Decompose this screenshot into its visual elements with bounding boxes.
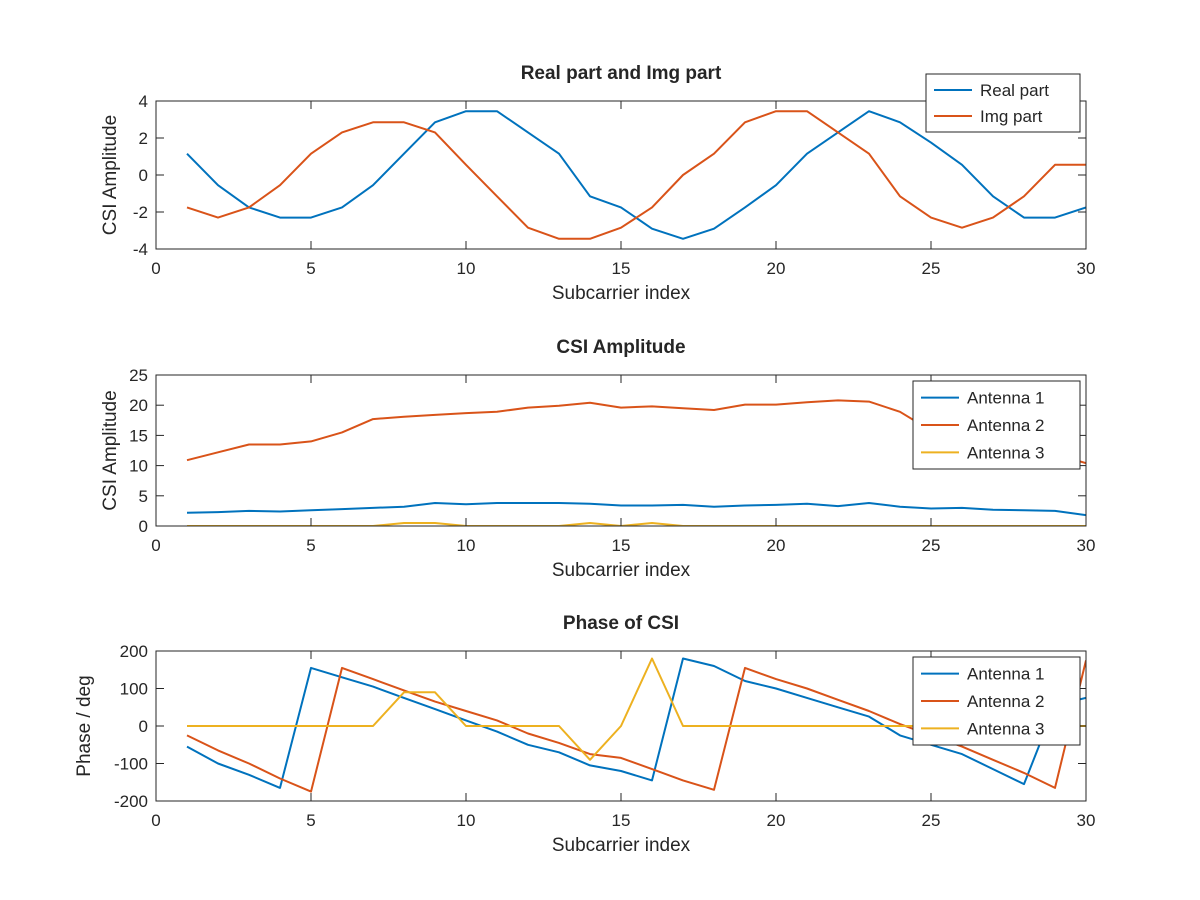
x-tick-label: 25 [922, 811, 941, 830]
x-tick-label: 20 [767, 811, 786, 830]
x-tick-label: 5 [306, 536, 315, 555]
y-tick-label: -100 [114, 755, 148, 774]
x-tick-label: 5 [306, 811, 315, 830]
x-tick-label: 25 [922, 536, 941, 555]
x-tick-label: 5 [306, 259, 315, 278]
x-tick-label: 10 [457, 536, 476, 555]
chart-title: CSI Amplitude [556, 337, 685, 358]
chart-title: Phase of CSI [563, 613, 679, 634]
series-line-3 [187, 522, 1086, 526]
x-tick-label: 15 [612, 259, 631, 278]
x-axis-label: Subcarrier index [552, 283, 691, 304]
legend: Antenna 1 Antenna 2 Antenna 3 [912, 380, 1081, 470]
x-tick-label: 10 [457, 259, 476, 278]
legend: Antenna 1 Antenna 2 Antenna 3 [912, 656, 1081, 746]
y-tick-label: -200 [114, 792, 148, 811]
legend-entry: Antenna 2 [967, 416, 1045, 435]
x-tick-label: 0 [151, 811, 160, 830]
legend-entry: Antenna 1 [967, 389, 1045, 408]
x-tick-label: 0 [151, 536, 160, 555]
chart-title: Real part and Img part [521, 63, 722, 84]
y-tick-label: 200 [120, 642, 148, 661]
x-tick-label: 15 [612, 536, 631, 555]
y-tick-label: 15 [129, 426, 148, 445]
series-line-1 [186, 502, 1086, 517]
y-tick-label: 5 [139, 487, 148, 506]
x-tick-label: 25 [922, 259, 941, 278]
legend: Real part Img part [925, 73, 1081, 133]
x-axis-label: Subcarrier index [552, 560, 691, 581]
y-tick-label: 25 [129, 366, 148, 385]
y-tick-label: -4 [133, 240, 148, 259]
x-tick-label: 10 [457, 811, 476, 830]
subplot-1: 0 5 10 15 20 25 30 -4 -2 0 2 4 Real part and Img par… [100, 63, 1095, 304]
x-tick-label: 0 [151, 259, 160, 278]
y-tick-label: 0 [139, 517, 148, 536]
legend-entry: Antenna 1 [967, 665, 1045, 684]
legend-entry: Antenna 3 [967, 719, 1045, 738]
y-tick-label: 100 [120, 680, 148, 699]
y-tick-label: 4 [139, 92, 148, 111]
legend-entry: Antenna 3 [967, 443, 1045, 462]
y-tick-label: 20 [129, 396, 148, 415]
y-tick-label: 10 [129, 457, 148, 476]
x-tick-label: 15 [612, 811, 631, 830]
series-group [186, 110, 1086, 240]
series-line-2 [186, 110, 1086, 240]
legend-entry: Antenna 2 [967, 692, 1045, 711]
x-tick-label: 30 [1077, 811, 1096, 830]
y-tick-label: 0 [139, 166, 148, 185]
y-axis-label: CSI Amplitude [100, 115, 121, 235]
subplot-2: 0 5 10 15 20 25 30 0 5 10 15 20 25 CSI Amplitude Subca… [100, 337, 1095, 581]
legend-entry: Img part [980, 107, 1043, 126]
x-tick-label: 30 [1077, 536, 1096, 555]
legend-box [925, 73, 1081, 133]
y-tick-label: 0 [139, 717, 148, 736]
subplot-3: 0 5 10 15 20 25 30 -200 -100 0 100 200 Phase of CSI S… [74, 613, 1095, 856]
series-line-1 [186, 657, 1086, 789]
x-axis-label: Subcarrier index [552, 835, 691, 856]
y-tick-label: 2 [139, 129, 148, 148]
x-tick-label: 20 [767, 259, 786, 278]
x-tick-label: 30 [1077, 259, 1096, 278]
y-axis-label: CSI Amplitude [100, 390, 121, 510]
y-axis-label: Phase / deg [74, 675, 95, 776]
x-tick-label: 20 [767, 536, 786, 555]
legend-entry: Real part [980, 81, 1049, 100]
y-tick-label: -2 [133, 203, 148, 222]
